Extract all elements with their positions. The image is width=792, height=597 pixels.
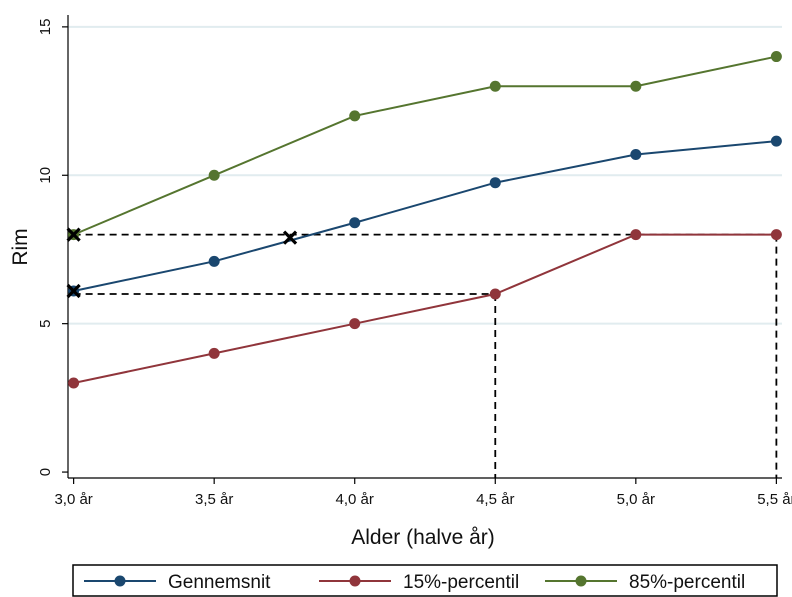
series-2-point-5: [770, 51, 782, 63]
x-tick-label-4: 5,0 år: [617, 491, 655, 508]
y-tick-label-15: 15: [37, 19, 54, 36]
cross-marker-0: [66, 227, 81, 242]
x-tick-label-1: 3,5 år: [195, 491, 233, 508]
y-tick-label-5: 5: [37, 319, 54, 327]
legend-box: [72, 564, 778, 597]
series-1-point-2: [349, 318, 361, 330]
series-line-0: [73, 140, 777, 292]
series-0-point-4: [630, 148, 642, 160]
legend-label-0: Gennemsnit: [168, 572, 271, 593]
series-0-point-1: [208, 255, 220, 267]
x-tick-label-2: 4,0 år: [336, 491, 374, 508]
cross-marker-0-stroke-b: [66, 227, 81, 242]
series-2-point-3: [489, 80, 501, 92]
series-2-point-1: [208, 169, 220, 181]
series-1-point-1: [208, 347, 220, 359]
axes-layer: 0 5 10 15 3,0 år 3,5 år 4,0 år 4,5 år 5,0 år 5,5 …: [37, 15, 792, 508]
cross-marker-2: [66, 283, 81, 299]
cross-marker-1-stroke-b: [282, 230, 298, 245]
x-axis-title: Alder (halve år): [351, 526, 495, 549]
cross-marker-1: [282, 230, 298, 245]
series-1-point-4: [630, 229, 642, 241]
legend-marker-2: [575, 575, 587, 587]
legend-marker-1: [349, 575, 361, 587]
series-1-point-3: [489, 288, 501, 300]
cross-marker-2-stroke-b: [66, 283, 81, 299]
legend-marker-0: [114, 575, 126, 587]
series-layer: [68, 51, 782, 389]
y-tick-label-0: 0: [37, 468, 54, 476]
series-0-point-2: [349, 217, 361, 229]
grid-layer: [68, 25, 782, 325]
series-line-2: [73, 55, 777, 236]
x-tick-label-5: 5,5 år: [757, 491, 792, 508]
series-1-point-5: [770, 229, 782, 241]
x-tick-label-0: 3,0 år: [54, 491, 92, 508]
y-axis-title: Rim: [9, 228, 32, 265]
series-0-point-5: [770, 135, 782, 147]
legend-label-2: 85%-percentil: [629, 572, 745, 593]
series-line-1: [73, 233, 777, 385]
series-2-point-4: [630, 80, 642, 92]
annotation-layer: [73, 233, 778, 478]
legend: Gennemsnit 15%-percentil 85%-percentil: [72, 564, 778, 597]
x-tick-label-3: 4,5 år: [476, 491, 514, 508]
series-0-point-3: [489, 177, 501, 189]
cross-layer: [66, 227, 298, 299]
series-1-point-0: [68, 377, 80, 389]
series-2-point-2: [349, 110, 361, 122]
y-tick-label-10: 10: [37, 167, 54, 184]
legend-label-1: 15%-percentil: [403, 572, 519, 593]
